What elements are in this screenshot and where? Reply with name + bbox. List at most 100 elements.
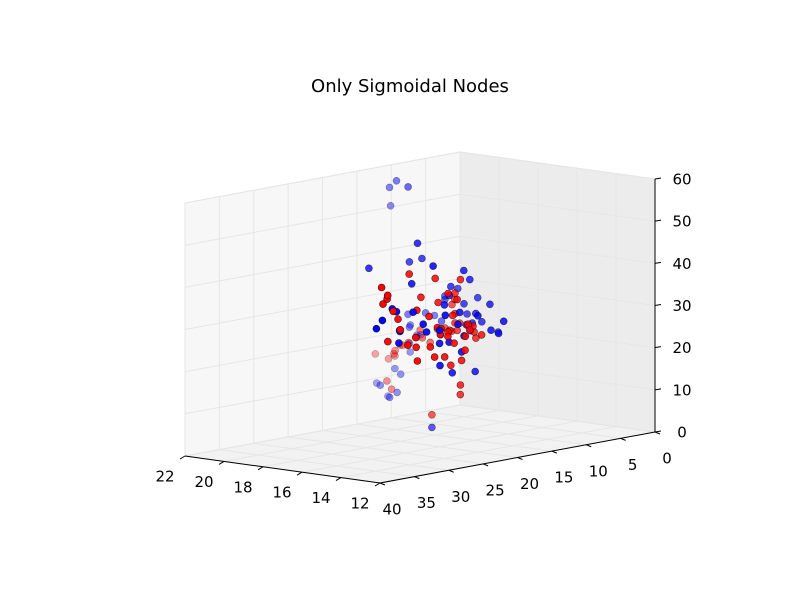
- point-red: [384, 354, 393, 363]
- point-red: [477, 331, 486, 339]
- point-red: [396, 325, 405, 334]
- gridline-z: [184, 193, 656, 246]
- z-tick-label: 60: [672, 171, 691, 189]
- point-red: [450, 339, 459, 348]
- z-tick-label: 50: [672, 213, 691, 231]
- point-red: [446, 361, 455, 370]
- point-red: [434, 298, 442, 307]
- point-blue: [365, 264, 373, 273]
- point-blue: [384, 392, 392, 401]
- x-tick-label: 0: [662, 450, 672, 468]
- y-tick: [257, 466, 264, 471]
- point-blue: [395, 339, 403, 347]
- point-red: [383, 377, 391, 385]
- y-tick-label: 12: [350, 495, 369, 513]
- x-tick-label: 25: [486, 481, 505, 499]
- point-blue: [392, 177, 401, 185]
- point-blue: [419, 320, 428, 329]
- point-blue: [372, 379, 381, 387]
- point-blue: [428, 423, 436, 432]
- z-tick-label: 40: [672, 255, 691, 273]
- x-tick-label: 15: [554, 469, 573, 487]
- x-tick-label: 30: [451, 488, 470, 506]
- point-blue: [418, 254, 426, 263]
- z-tick-label: 0: [677, 424, 687, 442]
- data-points: [365, 177, 508, 432]
- x-tick-label: 40: [382, 501, 401, 519]
- x-tick: [517, 457, 523, 460]
- point-blue: [372, 324, 381, 333]
- point-blue: [441, 311, 450, 320]
- x-tick-label: 20: [520, 475, 539, 493]
- y-tick: [374, 482, 381, 487]
- point-red: [444, 289, 452, 298]
- point-red: [383, 337, 392, 346]
- point-red: [391, 346, 399, 355]
- x-tick: [482, 463, 489, 467]
- point-red: [390, 349, 398, 358]
- point-blue: [393, 388, 401, 397]
- x-tick-label: 10: [589, 462, 608, 480]
- x-tick: [448, 469, 454, 473]
- point-blue: [440, 301, 449, 309]
- point-blue: [385, 393, 394, 402]
- x-tick-label: 35: [417, 494, 436, 512]
- point-red: [448, 311, 457, 320]
- x-tick: [379, 482, 386, 486]
- point-blue: [429, 262, 437, 270]
- point-blue: [473, 293, 482, 302]
- point-red: [371, 350, 380, 358]
- point-blue: [474, 311, 482, 320]
- z-tick-label: 10: [672, 381, 691, 399]
- point-blue: [396, 370, 405, 379]
- z-tick: [654, 177, 662, 180]
- point-red: [413, 357, 422, 365]
- point-blue: [487, 326, 495, 335]
- point-blue: [378, 316, 387, 325]
- point-red: [425, 312, 433, 321]
- z-tick: [654, 430, 662, 433]
- axes: 0 5 10 15 20 25 30 35 40 12 14 16 18 20 22 0 10 20 30 40 50 6…: [155, 171, 691, 519]
- point-blue: [454, 320, 462, 329]
- point-blue: [477, 317, 486, 326]
- point-red: [383, 291, 392, 300]
- point-blue: [471, 367, 480, 376]
- z-tick: [654, 261, 662, 264]
- x-tick: [414, 476, 420, 480]
- y-tick-label: 16: [272, 484, 291, 502]
- point-blue: [407, 279, 416, 288]
- point-blue: [422, 328, 431, 336]
- point-blue: [459, 266, 468, 275]
- point-blue: [486, 300, 494, 309]
- point-blue: [406, 321, 415, 329]
- point-blue: [435, 339, 444, 348]
- point-red: [405, 270, 414, 278]
- point-red: [403, 341, 412, 350]
- point-blue: [435, 326, 444, 335]
- point-red: [453, 295, 462, 304]
- point-red: [411, 333, 420, 342]
- point-blue: [494, 329, 503, 338]
- point-blue: [463, 310, 471, 318]
- point-blue: [404, 183, 412, 191]
- point-blue: [455, 308, 464, 317]
- z-tick-label: 30: [672, 297, 691, 315]
- point-red: [456, 381, 465, 389]
- point-blue: [465, 275, 474, 284]
- point-red: [428, 410, 436, 419]
- point-blue: [413, 239, 422, 248]
- z-tick: [654, 346, 662, 349]
- x-tick-label: 5: [628, 456, 638, 474]
- y-tick-label: 20: [194, 473, 213, 491]
- point-blue: [436, 361, 444, 370]
- point-red: [379, 300, 387, 308]
- point-blue: [386, 202, 395, 210]
- z-tick-label: 20: [672, 339, 691, 357]
- x-tick: [551, 450, 558, 454]
- y-tick-label: 18: [233, 478, 252, 496]
- y-tick: [335, 477, 342, 482]
- point-red: [426, 343, 435, 351]
- point-red: [389, 307, 398, 316]
- point-blue: [391, 364, 399, 373]
